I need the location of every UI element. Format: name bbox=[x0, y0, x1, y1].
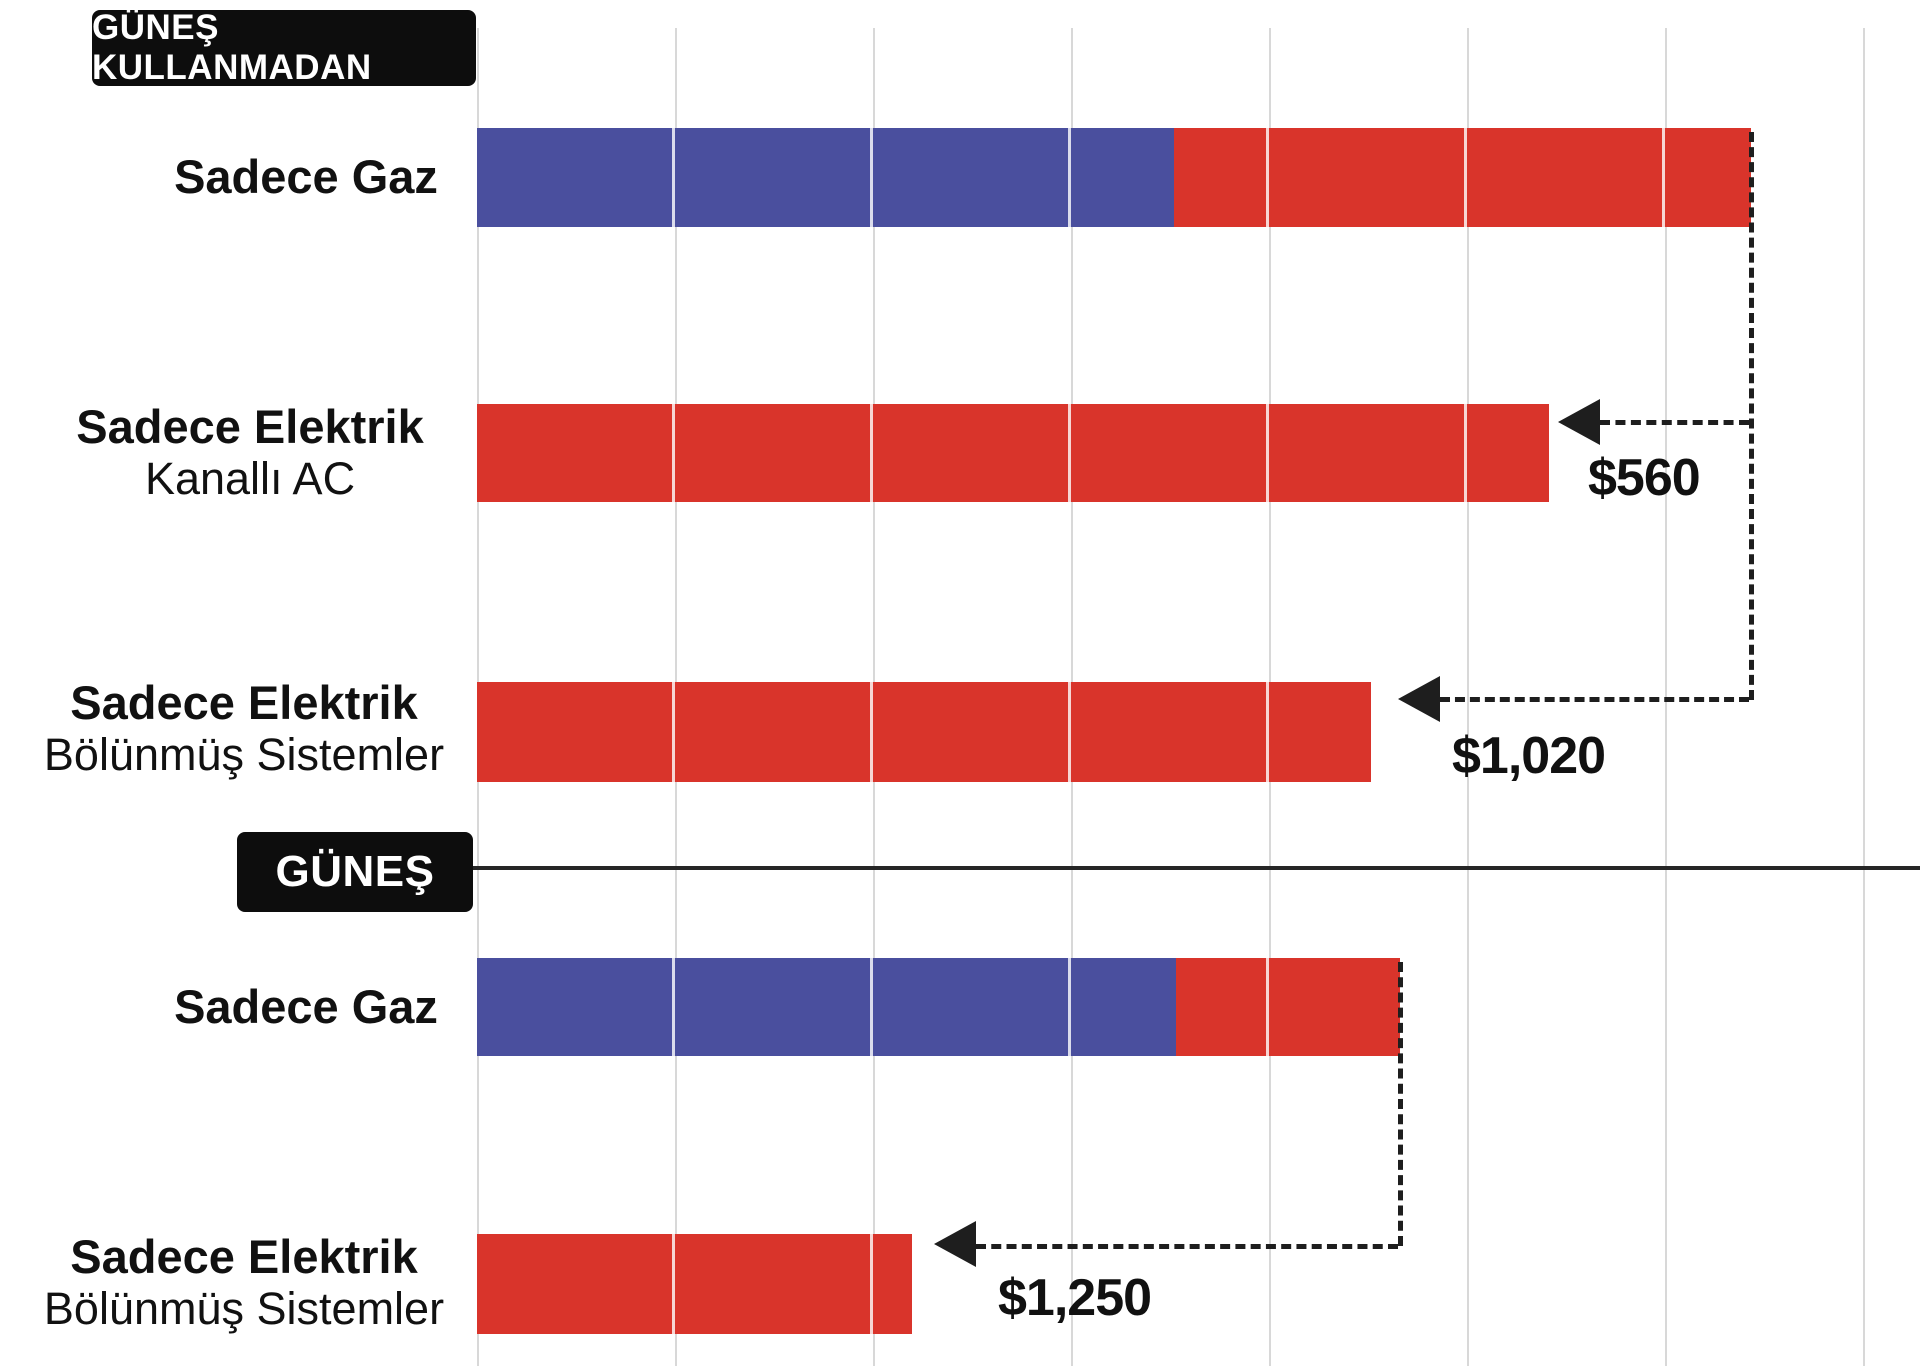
bar-gridline-overlay bbox=[477, 958, 1400, 1056]
row-label-sadece-elektrik-bolunmus-2: Sadece Elektrik Bölünmüş Sistemler bbox=[20, 1230, 468, 1336]
row-label-sadece-gaz-1: Sadece Gaz bbox=[150, 128, 462, 227]
annotation-1250: $1,250 bbox=[998, 1269, 1152, 1327]
row-label-line2: Bölünmüş Sistemler bbox=[43, 1283, 445, 1335]
arrowhead-left-1250-icon bbox=[934, 1221, 976, 1267]
row-label-line1: Sadece Elektrik bbox=[76, 400, 424, 454]
bar-sadece-elektrik-kanalli-ac bbox=[477, 404, 1549, 502]
row-label-line2: Bölünmüş Sistemler bbox=[43, 729, 445, 781]
bar-gridline-overlay bbox=[477, 682, 1371, 782]
bar-gridline-overlay bbox=[477, 404, 1549, 502]
row-label-line1: Sadece Gaz bbox=[174, 979, 438, 1033]
row-label-line1: Sadece Elektrik bbox=[70, 1230, 418, 1284]
dashed-connector-1250 bbox=[976, 1244, 1398, 1249]
arrowhead-left-1020-icon bbox=[1398, 676, 1440, 722]
bar-sadece-elektrik-bolunmus-2 bbox=[477, 1234, 912, 1334]
row-label-sadece-gaz-2: Sadece Gaz bbox=[150, 958, 462, 1056]
bar-gridline-overlay bbox=[477, 1234, 912, 1334]
section-divider-line bbox=[473, 866, 1920, 870]
section-header-no-solar-label: GÜNEŞ KULLANMADAN bbox=[92, 8, 372, 87]
row-label-sadece-elektrik-kanalli-ac: Sadece Elektrik Kanallı AC bbox=[40, 400, 460, 506]
dashed-connector-vertical-1 bbox=[1749, 132, 1754, 700]
dashed-connector-vertical-2 bbox=[1398, 962, 1403, 1246]
dashed-connector-1020 bbox=[1440, 697, 1749, 702]
arrowhead-left-560-icon bbox=[1558, 399, 1600, 445]
row-label-line1: Sadece Gaz bbox=[174, 150, 438, 204]
annotation-560: $560 bbox=[1588, 449, 1701, 507]
dashed-connector-560 bbox=[1600, 420, 1749, 425]
gridline bbox=[1863, 28, 1865, 1366]
bar-sadece-gaz-1 bbox=[477, 128, 1751, 227]
bar-sadece-elektrik-bolunmus-1 bbox=[477, 682, 1371, 782]
bar-sadece-gaz-2 bbox=[477, 958, 1400, 1056]
annotation-1020: $1,020 bbox=[1452, 727, 1606, 785]
section-header-solar-label: GÜNEŞ bbox=[275, 847, 435, 896]
bar-gridline-overlay bbox=[477, 128, 1751, 227]
section-header-no-solar: GÜNEŞ KULLANMADAN bbox=[92, 8, 476, 87]
row-label-line1: Sadece Elektrik bbox=[70, 676, 418, 730]
section-header-solar: GÜNEŞ bbox=[237, 832, 473, 912]
row-label-sadece-elektrik-bolunmus-1: Sadece Elektrik Bölünmüş Sistemler bbox=[20, 676, 468, 782]
row-label-line2: Kanallı AC bbox=[144, 453, 356, 505]
